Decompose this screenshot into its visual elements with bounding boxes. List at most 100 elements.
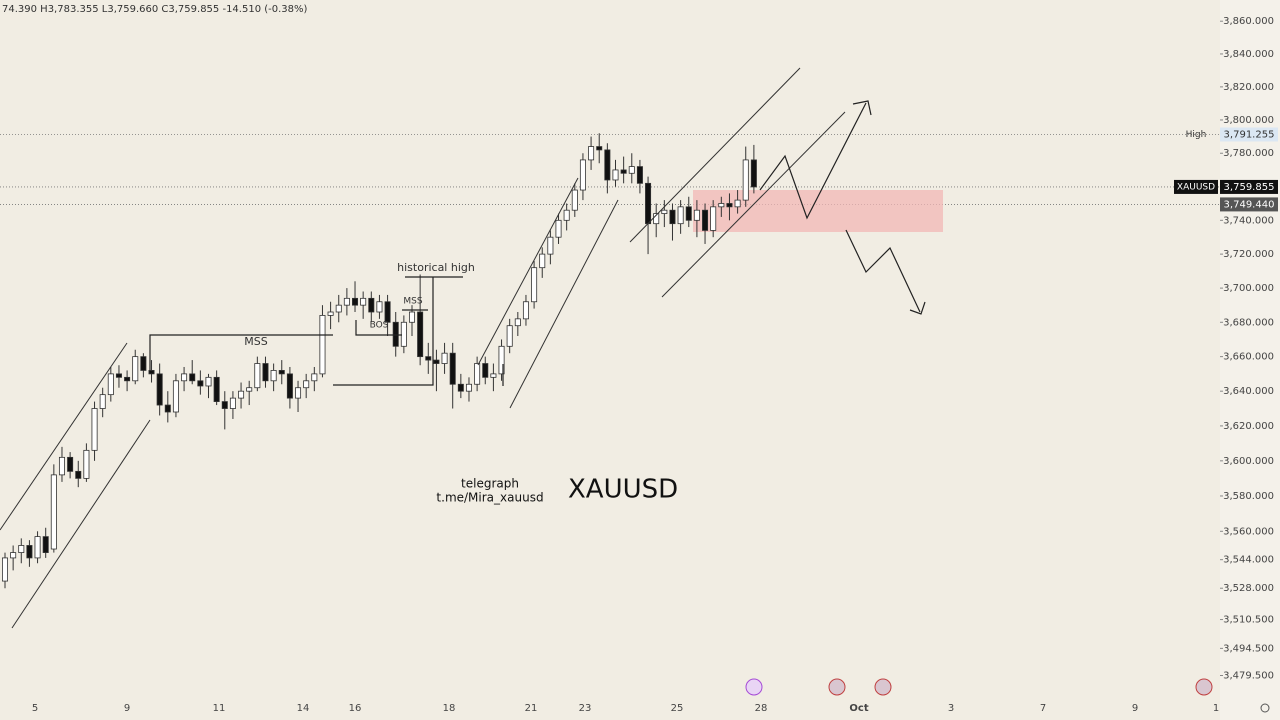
candle-body xyxy=(246,387,253,392)
candle-body xyxy=(604,149,611,181)
candle-body xyxy=(10,552,17,559)
candle-body xyxy=(750,159,757,188)
y-tick-label: 3,580.000 xyxy=(1223,491,1274,502)
y-tick-label: 3,494.500 xyxy=(1223,643,1274,654)
candle-body xyxy=(205,376,212,387)
annotation: BOS xyxy=(370,321,389,331)
candle-body xyxy=(286,373,293,399)
candle-body xyxy=(75,470,82,479)
x-tick-label: 14 xyxy=(297,703,310,714)
candle-body xyxy=(433,359,440,364)
event-icon[interactable] xyxy=(874,678,892,696)
candle-body xyxy=(303,380,310,389)
candle-body xyxy=(262,363,269,382)
annotation: MSS xyxy=(403,297,422,307)
candle-body xyxy=(91,408,98,451)
y-tick-label: 3,620.000 xyxy=(1223,421,1274,432)
y-tick-label: 3,479.500 xyxy=(1223,670,1274,681)
candle-body xyxy=(693,209,700,221)
x-tick-label: Oct xyxy=(849,703,868,714)
candle-body xyxy=(498,345,505,375)
candle-body xyxy=(522,301,529,320)
candle-body xyxy=(392,321,399,347)
candle-body xyxy=(107,373,114,396)
candle-body xyxy=(514,318,521,327)
candle-body xyxy=(449,352,456,385)
price-tag xyxy=(1220,127,1278,142)
x-tick-label: 18 xyxy=(443,703,456,714)
settings-icon[interactable] xyxy=(1260,703,1270,713)
candle-body xyxy=(620,169,627,174)
y-tick-label: 3,560.000 xyxy=(1223,526,1274,537)
candle-body xyxy=(2,557,8,582)
candle-body xyxy=(311,373,318,382)
y-tick-label: 3,600.000 xyxy=(1223,456,1274,467)
arrow-down xyxy=(845,229,921,313)
candle-body xyxy=(368,297,375,313)
candle-body xyxy=(563,209,570,221)
candle-body xyxy=(335,304,342,313)
candle-body xyxy=(254,363,261,389)
candle-body xyxy=(213,376,220,402)
candle-body xyxy=(425,356,432,361)
candle-body xyxy=(42,536,49,553)
candle-body xyxy=(734,199,741,208)
candle-body xyxy=(164,404,171,413)
candle-body xyxy=(384,301,391,323)
event-icon[interactable] xyxy=(828,678,846,696)
x-tick-label: 1 xyxy=(1213,703,1219,714)
candle-body xyxy=(628,166,635,174)
candle-body xyxy=(636,166,643,184)
candle-body xyxy=(710,206,717,231)
annotation: MSS xyxy=(244,335,267,348)
event-icon[interactable] xyxy=(1195,678,1213,696)
candle-body xyxy=(669,209,676,225)
symbol-tag-label: XAUUSD xyxy=(1177,182,1215,192)
channel-line xyxy=(0,342,128,531)
candle-body xyxy=(99,394,106,409)
candle-body xyxy=(579,159,586,191)
price-tag xyxy=(1220,179,1278,194)
axes: 3,860.000 3,840.000 3,820.000 3,800.000 3,78… xyxy=(32,16,1278,714)
candle-body xyxy=(457,383,464,392)
candle-body xyxy=(531,267,538,303)
candle-body xyxy=(58,456,65,476)
candle-body xyxy=(319,315,326,375)
channel-line xyxy=(477,177,579,366)
candle-body xyxy=(482,363,489,378)
event-icon[interactable] xyxy=(745,678,763,696)
candle-body xyxy=(506,325,513,347)
channel-line xyxy=(11,419,151,629)
candle-body xyxy=(34,536,41,559)
watermark: XAUUSD xyxy=(568,475,678,505)
channel-line xyxy=(661,111,846,298)
candle-body xyxy=(352,297,359,306)
y-tick-label: 3,700.000 xyxy=(1223,283,1274,294)
x-tick-label: 21 xyxy=(525,703,538,714)
candle-body xyxy=(26,545,33,559)
symbol-tag xyxy=(1174,179,1218,194)
y-tick-label: 3,860.000 xyxy=(1223,16,1274,27)
y-tick-label: 3,510.500 xyxy=(1223,615,1274,626)
price-axis-bg xyxy=(1220,0,1280,720)
candle-body xyxy=(327,311,334,316)
candle-body xyxy=(490,373,497,378)
candle-body xyxy=(718,203,725,208)
y-tick-label: 3,720.000 xyxy=(1223,249,1274,260)
candle-body xyxy=(417,311,424,358)
x-tick-label: 11 xyxy=(213,703,226,714)
candle-body xyxy=(702,209,709,231)
candle-body xyxy=(221,401,228,409)
y-tick-label: 3,660.000 xyxy=(1223,352,1274,363)
candle-body xyxy=(661,209,668,214)
candle-body xyxy=(278,370,285,375)
candle-body xyxy=(474,363,481,385)
y-tick-label: 3,640.000 xyxy=(1223,386,1274,397)
candle-body xyxy=(343,297,350,306)
candle-body xyxy=(376,301,383,313)
x-tick-label: 16 xyxy=(349,703,362,714)
candle-body xyxy=(408,311,415,323)
candle-body xyxy=(360,297,367,306)
